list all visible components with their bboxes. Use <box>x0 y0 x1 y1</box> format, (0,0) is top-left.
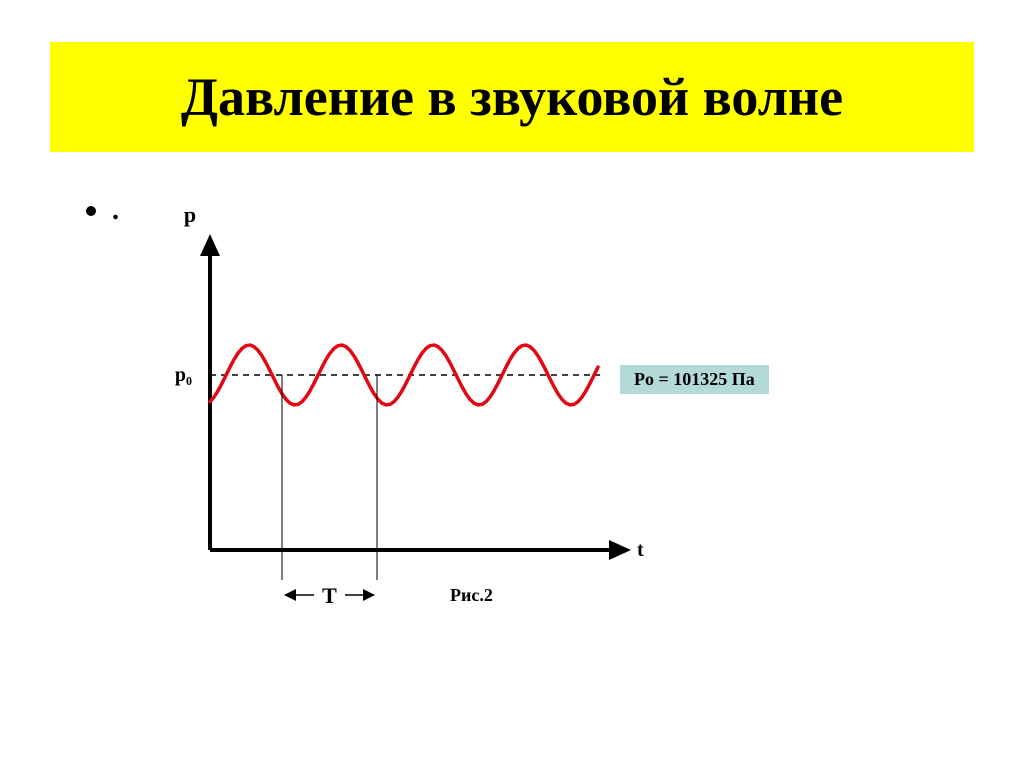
axes <box>200 234 631 560</box>
slide-title-band: Давление в звуковой волне <box>50 42 974 152</box>
pressure-wave-diagram: p t p₀ T Рис.2 <box>150 200 870 630</box>
slide-title: Давление в звуковой волне <box>181 66 843 128</box>
period-label: T <box>322 583 337 608</box>
period-marker <box>282 375 377 601</box>
pressure-value-box: Pо = 101325 Па <box>620 365 769 394</box>
baseline-label: p₀ <box>175 364 192 386</box>
x-axis-label: t <box>637 539 644 561</box>
bullet-marker <box>86 206 96 216</box>
figure-caption: Рис.2 <box>450 585 493 605</box>
y-axis-label: p <box>184 202 196 227</box>
pressure-value-text: Pо = 101325 Па <box>634 369 755 389</box>
bullet-text: . <box>112 195 119 227</box>
